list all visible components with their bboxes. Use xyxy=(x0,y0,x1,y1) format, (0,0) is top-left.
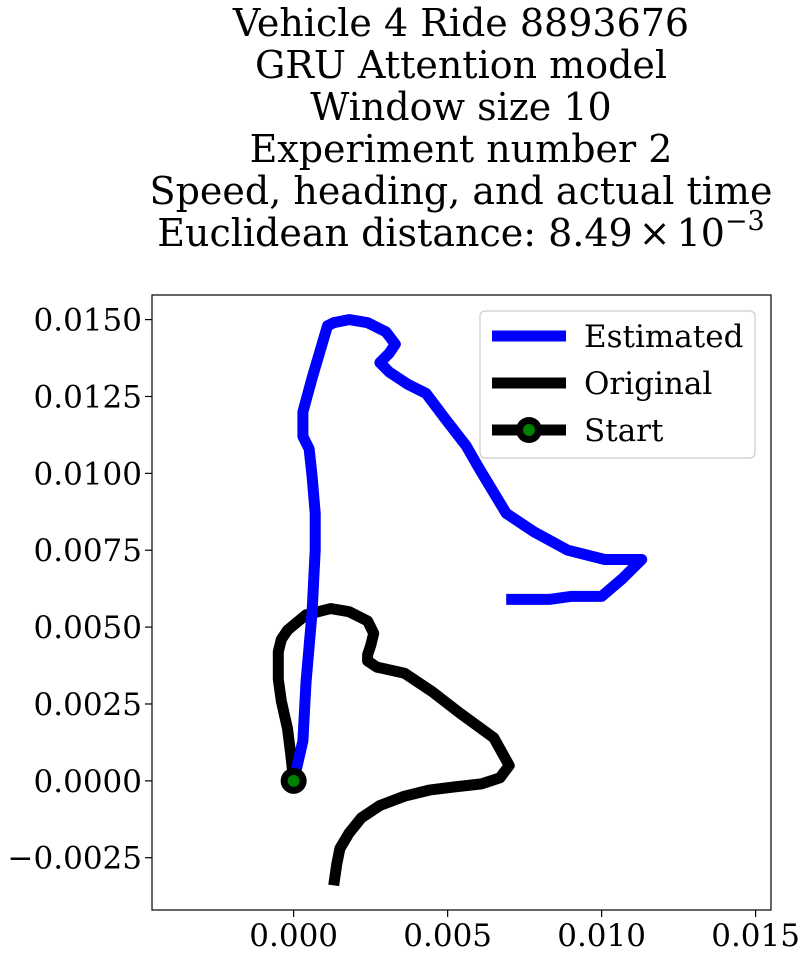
title-line: GRU Attention model xyxy=(255,43,667,87)
y-tick-label: 0.0150 xyxy=(34,303,142,339)
y-tick-label: 0.0025 xyxy=(34,687,142,723)
legend-label-estimated: Estimated xyxy=(584,319,743,355)
legend-box xyxy=(479,310,756,459)
title-line: Vehicle 4 Ride 8893676 xyxy=(232,1,689,45)
y-tick-label: 0.0100 xyxy=(34,456,142,492)
x-tick-label: 0.010 xyxy=(557,918,646,954)
y-tick-label: 0.0050 xyxy=(34,610,142,646)
title-metric-line: Euclidean distance: 8.49 × 10−3 xyxy=(157,206,764,255)
x-tick-label: 0.005 xyxy=(403,918,492,954)
legend-label-original: Original xyxy=(584,366,712,402)
plot-area-frame xyxy=(151,294,772,911)
y-tick-label: 0.0000 xyxy=(34,764,142,800)
series-group xyxy=(272,314,648,887)
legend: Estimated Original Start xyxy=(479,310,756,459)
y-tick-label: 0.0075 xyxy=(34,533,142,569)
x-tick-label: 0.000 xyxy=(249,918,338,954)
x-tick-label: 0.015 xyxy=(711,918,800,954)
title-line: Window size 10 xyxy=(310,85,611,129)
title-metric-label: Euclidean distance: xyxy=(157,211,548,255)
title-line: Experiment number 2 xyxy=(250,127,673,171)
y-tick-label: 0.0125 xyxy=(34,379,142,415)
y-tick-label: −0.0025 xyxy=(8,841,142,877)
y-axis-ticks: −0.0025 0.0000 0.0025 0.0050 0.0075 0.0100 0.0… xyxy=(8,303,152,877)
title-line: Speed, heading, and actual time xyxy=(150,169,773,213)
title-metric-exponent: −3 xyxy=(725,206,765,237)
legend-start-marker-inner xyxy=(523,424,535,436)
title-metric-base: 10 xyxy=(677,211,725,255)
start-marker-inner xyxy=(287,774,300,787)
x-axis-ticks: 0.000 0.005 0.010 0.015 xyxy=(249,910,800,954)
title-metric-mantissa: 8.49 xyxy=(548,211,633,255)
legend-label-start: Start xyxy=(584,413,664,449)
series-line-original xyxy=(272,603,515,887)
title-metric-times: × xyxy=(639,211,671,255)
series-line-estimated xyxy=(288,314,648,783)
